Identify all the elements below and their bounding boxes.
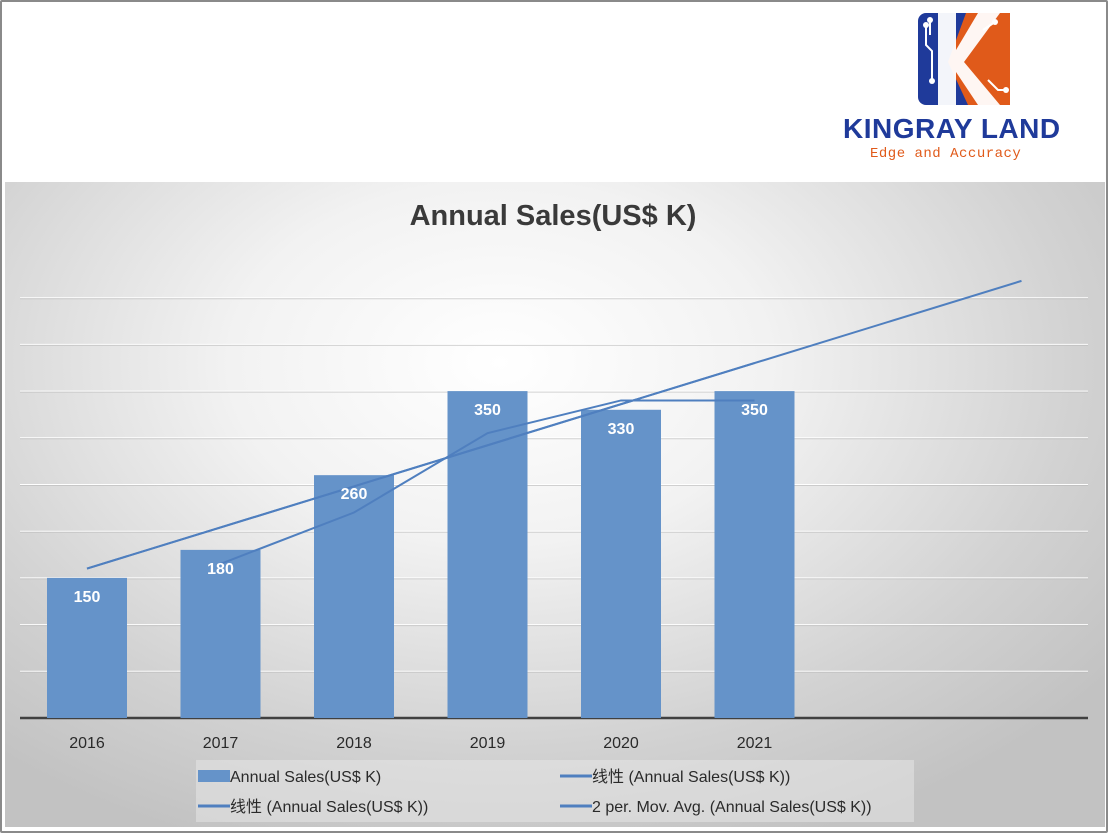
bar (180, 549, 261, 718)
data-label: 350 (741, 402, 768, 419)
brand-name: KINGRAY LAND (843, 113, 1061, 144)
brand-tagline: Edge and Accuracy (870, 146, 1022, 162)
kingray-logo (918, 13, 1010, 105)
legend-label: 2 per. Mov. Avg. (Annual Sales(US$ K)) (592, 799, 872, 816)
data-label: 260 (341, 486, 368, 503)
bar (314, 475, 394, 718)
x-tick-label: 2021 (737, 735, 773, 752)
legend: Annual Sales(US$ K) 线性 (Annual Sales(US$ … (196, 760, 914, 822)
chart-title: Annual Sales(US$ K) (410, 200, 697, 232)
moving-average-line (220, 399, 755, 565)
data-label: 330 (608, 421, 635, 438)
bar (714, 391, 795, 718)
legend-swatch-bar (198, 770, 230, 782)
logo-mark (918, 13, 1010, 105)
data-label: 150 (74, 589, 101, 606)
legend-label: 线性 (Annual Sales(US$ K)) (230, 798, 428, 816)
data-label: 180 (207, 561, 234, 578)
bar (447, 391, 528, 718)
x-tick-label: 2016 (69, 735, 105, 752)
legend-background (196, 760, 914, 822)
x-tick-label: 2019 (470, 735, 506, 752)
legend-label: Annual Sales(US$ K) (230, 769, 381, 786)
x-axis: 2016 2017 2018 2019 2020 2021 (69, 735, 772, 752)
x-tick-label: 2020 (603, 735, 639, 752)
legend-label: 线性 (Annual Sales(US$ K)) (592, 768, 790, 786)
gridlines (20, 297, 1088, 720)
bar (581, 409, 661, 718)
linear-trendline-forecast (86, 279, 1022, 570)
x-tick-label: 2018 (336, 735, 372, 752)
data-labels: 150 180 260 350 330 350 (74, 402, 768, 606)
bar (47, 577, 127, 718)
data-label: 350 (474, 402, 501, 419)
trend-lines (86, 279, 1022, 570)
chart-area (5, 182, 1105, 827)
bars (47, 391, 795, 718)
x-tick-label: 2017 (203, 735, 239, 752)
